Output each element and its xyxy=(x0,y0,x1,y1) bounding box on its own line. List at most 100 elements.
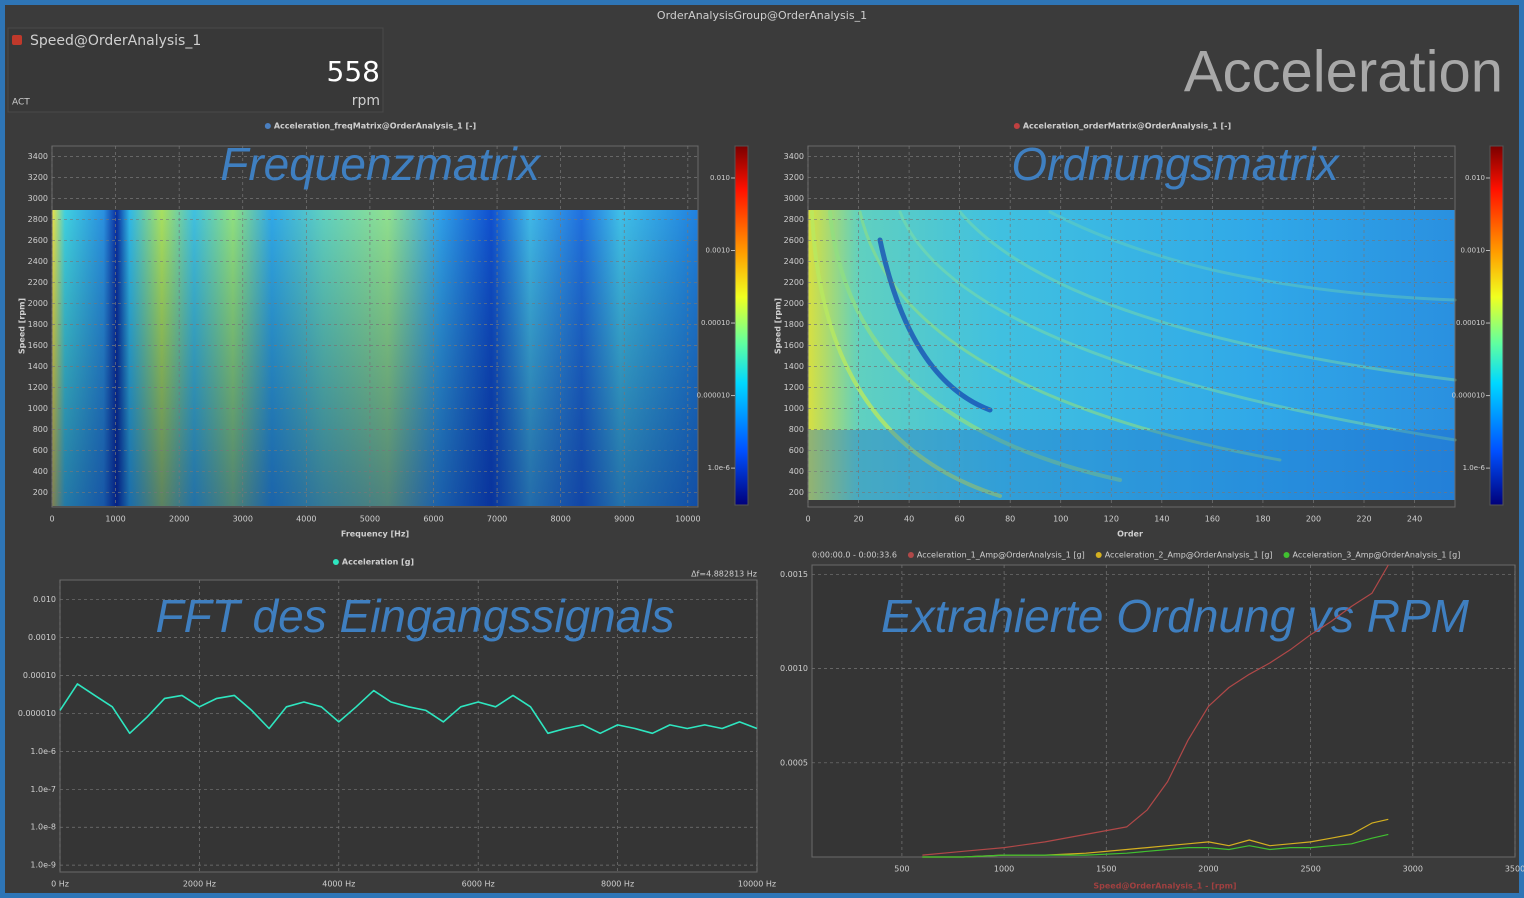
y-tick-label: 2600 xyxy=(28,236,48,245)
legend-marker xyxy=(1095,552,1102,558)
x-tick-label: 6000 Hz xyxy=(462,880,495,889)
colorbar-tick-label: 0.0010 xyxy=(1461,247,1486,255)
x-tick-label: 160 xyxy=(1205,515,1220,524)
x-tick-label: 2000 Hz xyxy=(183,880,216,889)
colorbar-tick-label: 0.00010 xyxy=(701,319,730,327)
x-tick-label: 4000 Hz xyxy=(322,880,355,889)
x-tick-label: 1000 xyxy=(105,515,125,524)
x-tick-label: 1000 xyxy=(994,865,1014,874)
y-tick-label: 1800 xyxy=(784,320,804,329)
x-tick-label: 3500 xyxy=(1505,865,1524,874)
y-tick-label: 3000 xyxy=(784,194,804,203)
window-title: OrderAnalysisGroup@OrderAnalysis_1 xyxy=(657,9,867,22)
y-tick-label: 200 xyxy=(789,488,804,497)
y-tick-label: 1600 xyxy=(28,341,48,350)
legend-marker xyxy=(264,123,271,129)
x-axis-label: Speed@OrderAnalysis_1 - [rpm] xyxy=(1093,882,1236,891)
colorbar-tick-label: 0.000010 xyxy=(1452,392,1485,400)
y-tick-label: 200 xyxy=(33,488,48,497)
x-tick-label: 20 xyxy=(853,515,863,524)
y-tick-label: 1400 xyxy=(784,362,804,371)
x-tick-label: 7000 xyxy=(487,515,507,524)
legend-label: Acceleration_freqMatrix@OrderAnalysis_1 … xyxy=(274,122,476,131)
y-tick-label: 2800 xyxy=(28,215,48,224)
x-tick-label: 120 xyxy=(1104,515,1119,524)
legend-label: Acceleration_3_Amp@OrderAnalysis_1 [g] xyxy=(1293,551,1461,560)
legend-marker xyxy=(332,559,339,565)
y-tick-label: 800 xyxy=(33,425,48,434)
y-axis-label: Speed [rpm] xyxy=(774,298,783,354)
colorbar-tick-label: 0.00010 xyxy=(1456,319,1485,327)
y-tick-label: 0.0010 xyxy=(28,633,56,642)
y-tick-label: 1200 xyxy=(784,383,804,392)
y-tick-label: 400 xyxy=(33,467,48,476)
y-tick-label: 2400 xyxy=(28,257,48,266)
x-axis-label: Order xyxy=(1117,530,1143,539)
y-tick-label: 600 xyxy=(789,446,804,455)
y-tick-label: 2000 xyxy=(784,299,804,308)
time-range: 0:00:00.0 - 0:00:33.6 xyxy=(812,551,897,560)
y-tick-label: 0.00010 xyxy=(23,671,56,680)
y-tick-label: 3200 xyxy=(28,173,48,182)
y-axis-label: Speed [rpm] xyxy=(18,298,27,354)
order-trace xyxy=(958,210,1457,382)
y-tick-label: 400 xyxy=(789,467,804,476)
legend-label: Acceleration_1_Amp@OrderAnalysis_1 [g] xyxy=(917,551,1085,560)
y-tick-label: 1800 xyxy=(28,320,48,329)
y-tick-label: 2200 xyxy=(28,278,48,287)
colorbar-tick-label: 0.010 xyxy=(710,174,730,182)
y-tick-label: 0.0010 xyxy=(780,664,808,673)
y-tick-label: 3400 xyxy=(784,152,804,161)
order-trace xyxy=(828,210,1122,482)
legend-marker xyxy=(1283,552,1290,558)
widget-mode: ACT xyxy=(12,98,30,108)
order-trace xyxy=(810,210,1002,498)
x-tick-label: 60 xyxy=(955,515,965,524)
y-tick-label: 600 xyxy=(33,446,48,455)
y-tick-label: 1000 xyxy=(784,404,804,413)
y-tick-label: 2800 xyxy=(784,215,804,224)
heatmap-shade xyxy=(52,210,698,506)
widget-name: Speed@OrderAnalysis_1 xyxy=(30,33,201,49)
x-tick-label: 8000 xyxy=(550,515,570,524)
x-tick-label: 0 xyxy=(805,515,810,524)
order-traces xyxy=(810,210,1457,498)
series-line xyxy=(59,683,758,735)
x-tick-label: 0 xyxy=(49,515,54,524)
legend-label: Acceleration [g] xyxy=(342,558,414,567)
y-tick-label: 3400 xyxy=(28,152,48,161)
plot-area xyxy=(811,564,1516,858)
x-tick-label: 5000 xyxy=(360,515,380,524)
x-tick-label: 4000 xyxy=(296,515,316,524)
x-tick-label: 1500 xyxy=(1096,865,1116,874)
order-trace xyxy=(1048,210,1457,302)
y-tick-label: 1000 xyxy=(28,404,48,413)
colorbar-tick-label: 0.010 xyxy=(1465,174,1485,182)
legend-marker xyxy=(907,552,914,558)
x-tick-label: 200 xyxy=(1306,515,1321,524)
series-line xyxy=(922,564,1389,856)
order-trace xyxy=(898,210,1457,442)
legend-label: Acceleration_orderMatrix@OrderAnalysis_1… xyxy=(1023,122,1231,131)
y-tick-label: 0.0005 xyxy=(780,758,808,767)
legend-marker xyxy=(1013,123,1020,129)
y-tick-label: 0.010 xyxy=(33,595,56,604)
y-tick-label: 2000 xyxy=(28,299,48,308)
x-tick-label: 9000 xyxy=(614,515,634,524)
x-tick-label: 2500 xyxy=(1300,865,1320,874)
speed-widget[interactable]: Speed@OrderAnalysis_1 558 ACT rpm xyxy=(7,27,384,113)
colorbar-tick-label: 0.000010 xyxy=(697,392,730,400)
x-tick-label: 240 xyxy=(1407,515,1422,524)
overlay-title: FFT des Eingangssignals xyxy=(155,590,674,642)
x-tick-label: 80 xyxy=(1005,515,1015,524)
overlay-title: Ordnungsmatrix xyxy=(1011,138,1340,190)
y-tick-label: 0.0015 xyxy=(780,570,808,579)
y-tick-label: 1200 xyxy=(28,383,48,392)
x-tick-label: 100 xyxy=(1053,515,1068,524)
colorbar-tick-label: 1.0e-6 xyxy=(1463,464,1486,472)
y-tick-label: 0.000010 xyxy=(18,709,56,718)
x-tick-label: 10000 xyxy=(675,515,700,524)
y-tick-label: 2200 xyxy=(784,278,804,287)
colorbar-tick-label: 0.0010 xyxy=(706,247,731,255)
